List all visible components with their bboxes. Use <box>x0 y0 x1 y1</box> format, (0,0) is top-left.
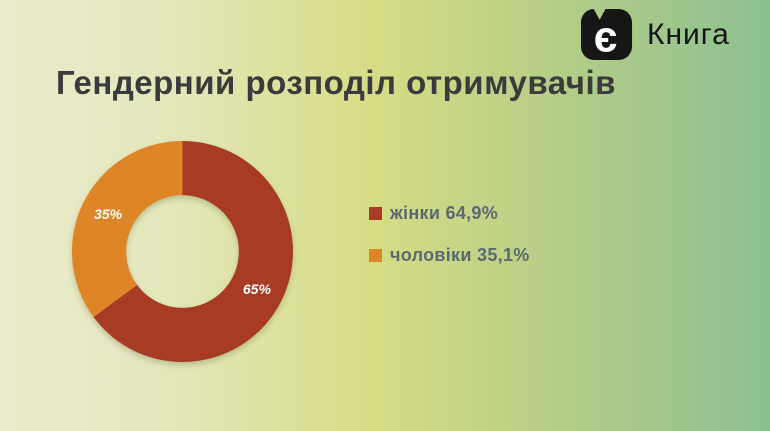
brand-name: Книга <box>647 17 730 51</box>
donut-chart: 65% 35% <box>72 141 293 362</box>
brand-icon-letter: є <box>594 13 618 61</box>
book-bookmark-shape <box>580 8 633 61</box>
ebook-logo-icon: є <box>580 8 633 61</box>
chart-legend: жінки 64,9% чоловіки 35,1% <box>369 203 530 266</box>
chart-title: Гендерний розподіл отримувачів <box>56 64 616 101</box>
legend-marker <box>369 249 382 262</box>
legend-marker <box>369 207 382 220</box>
legend-item: жінки 64,9% <box>369 203 530 224</box>
slice-label: 35% <box>94 206 123 222</box>
legend-item: чоловіки 35,1% <box>369 245 530 266</box>
brand-logo: є Книга <box>579 7 730 62</box>
donut-slice-чоловіки <box>72 141 183 318</box>
legend-label: жінки 64,9% <box>390 203 499 223</box>
donut-slice-жінки <box>93 141 293 362</box>
legend-label: чоловіки 35,1% <box>390 245 530 265</box>
slice-label: 65% <box>243 281 272 297</box>
